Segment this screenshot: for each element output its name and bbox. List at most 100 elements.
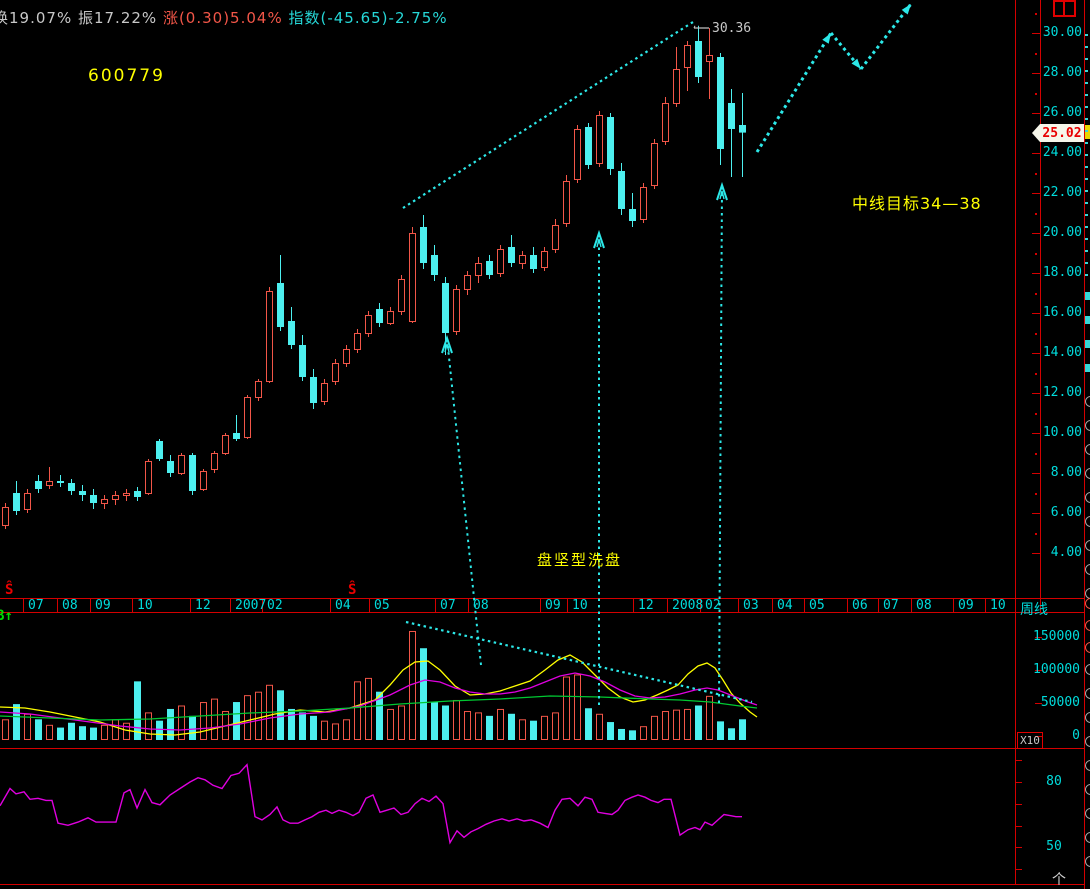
price-minor-tick	[1035, 93, 1037, 95]
scale-tick-icon	[1085, 118, 1088, 120]
time-axis-label[interactable]: 07	[28, 598, 44, 613]
time-axis-label[interactable]: 07	[883, 598, 899, 613]
circled-number-icon	[1085, 516, 1090, 527]
volume-bar-down	[79, 726, 86, 740]
price-axis-label: 24.00	[1042, 145, 1082, 160]
time-axis-label[interactable]: 02	[705, 598, 721, 613]
time-axis-label[interactable]: 12	[195, 598, 211, 613]
price-axis-label: 4.00	[1050, 545, 1082, 560]
time-axis-label[interactable]: 05	[809, 598, 825, 613]
time-axis-label[interactable]: 10	[572, 598, 588, 613]
candle-body-down	[13, 493, 20, 511]
glyph-fragment-icon	[1085, 316, 1090, 324]
volume-bar-up	[2, 719, 9, 740]
time-axis-label[interactable]: 02	[267, 598, 283, 613]
volume-bar-up	[475, 712, 482, 741]
volume-bar-up	[552, 712, 559, 741]
volume-bar-up	[464, 711, 471, 741]
volume-bar-up	[519, 719, 526, 740]
candle-body-down	[68, 483, 75, 491]
volume-ma-fast-line	[0, 654, 758, 736]
candle-body-down	[739, 125, 746, 133]
time-axis-label[interactable]: 08	[62, 598, 78, 613]
time-axis-label[interactable]: 09	[95, 598, 111, 613]
window-corner-button[interactable]	[1053, 0, 1076, 17]
candle-body-down	[728, 103, 735, 129]
scale-tick-icon	[1085, 274, 1088, 276]
volume-bar-down	[288, 708, 295, 740]
volume-bar-up	[112, 719, 119, 740]
time-axis-label[interactable]: 03	[743, 598, 759, 613]
circled-number-icon	[1085, 468, 1090, 479]
time-axis-label[interactable]: 10	[990, 598, 1006, 613]
volume-bar-up	[574, 674, 581, 741]
time-axis-label[interactable]: 04	[777, 598, 793, 613]
candle-body-up	[365, 315, 372, 334]
time-axis-label[interactable]: 12	[638, 598, 654, 613]
time-axis-label[interactable]: 04	[335, 598, 351, 613]
volume-bar-down	[629, 730, 636, 740]
volume-ma-slow-line	[0, 695, 758, 721]
indicator-axis-label: 50	[1046, 839, 1062, 854]
volume-bar-up	[178, 705, 185, 740]
badge-arrow-icon	[1032, 124, 1040, 142]
volume-bar-down	[420, 648, 427, 740]
candle-body-up	[651, 143, 658, 186]
volume-bar-down	[277, 690, 284, 740]
forecast-zigzag-segment	[755, 32, 833, 153]
time-axis-label[interactable]: 07	[440, 598, 456, 613]
time-axis-label[interactable]: 09	[545, 598, 561, 613]
volume-bar-up	[244, 695, 251, 741]
scale-tick-icon	[1085, 70, 1088, 72]
volume-bar-down	[728, 728, 735, 740]
candle-body-up	[662, 103, 669, 142]
price-minor-tick	[1035, 53, 1037, 55]
volume-bar-up	[24, 713, 31, 741]
time-axis-label[interactable]: 09	[958, 598, 974, 613]
time-axis-label[interactable]: 2008	[672, 598, 704, 613]
price-minor-tick	[1035, 293, 1037, 295]
volume-bar-up	[365, 677, 372, 741]
time-axis-label[interactable]: 2007	[235, 598, 267, 613]
volume-bar-down	[299, 712, 306, 740]
scale-tick-icon	[1085, 94, 1088, 96]
price-axis-label: 22.00	[1042, 185, 1082, 200]
candle-body-up	[101, 499, 108, 504]
candle-body-up	[321, 383, 328, 402]
target-annotation: 中线目标34—38	[852, 194, 982, 213]
volume-bar-up	[662, 711, 669, 741]
candle-body-up	[354, 333, 361, 350]
time-axis-label[interactable]: 08	[473, 598, 489, 613]
right-edge-panel[interactable]	[1085, 0, 1090, 889]
candle-body-up	[46, 481, 53, 486]
volume-bar-down	[189, 715, 196, 740]
volume-bar-down	[310, 715, 317, 740]
volume-bar-up	[640, 726, 647, 741]
candle-body-up	[24, 493, 31, 510]
scale-tick-icon	[1085, 130, 1088, 132]
scale-tick-icon	[1085, 226, 1088, 228]
volume-bar-up	[101, 724, 108, 741]
candle-body-down	[442, 283, 449, 333]
time-axis-label[interactable]: 08	[916, 598, 932, 613]
volume-axis-label: 0	[1072, 728, 1080, 743]
candle-body-down	[156, 441, 163, 459]
up-arrowhead-icon	[444, 343, 450, 353]
price-minor-tick	[1035, 533, 1037, 535]
time-axis-label[interactable]: 05	[374, 598, 390, 613]
price-minor-tick	[1035, 213, 1037, 215]
price-axis-label: 12.00	[1042, 385, 1082, 400]
candle-body-down	[134, 491, 141, 497]
candle-body-down	[57, 481, 64, 483]
candle-body-down	[90, 495, 97, 503]
time-axis-label[interactable]: 06	[852, 598, 868, 613]
up-arrow-dotted-line	[446, 337, 482, 666]
volume-bar-up	[563, 676, 570, 741]
candle-body-up	[200, 471, 207, 490]
time-axis-label[interactable]: 10	[137, 598, 153, 613]
candle-body-up	[453, 289, 460, 332]
period-label[interactable]: 周线	[1020, 602, 1048, 618]
status-index: 指数(-45.65)-2.75%	[288, 9, 448, 27]
